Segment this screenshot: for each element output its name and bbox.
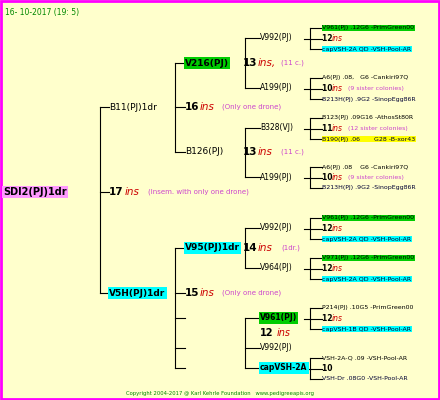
Text: B126(PJ): B126(PJ) (185, 148, 223, 156)
Text: capVSH-1B QD -VSH-Pool-AR: capVSH-1B QD -VSH-Pool-AR (322, 326, 411, 332)
Text: ins: ins (332, 84, 343, 93)
Text: 16: 16 (185, 102, 199, 112)
Text: 12: 12 (260, 328, 274, 338)
Text: V971(PJ) .12G6 -PrimGreen00: V971(PJ) .12G6 -PrimGreen00 (322, 256, 414, 260)
Text: capVSH-2A QD -VSH-Pool-AR: capVSH-2A QD -VSH-Pool-AR (322, 276, 411, 282)
Text: 12: 12 (322, 264, 335, 273)
Text: (11 c.): (11 c.) (281, 149, 304, 155)
Text: V5H(PJ)1dr: V5H(PJ)1dr (109, 288, 165, 298)
Text: ins: ins (125, 187, 140, 197)
Text: ins: ins (332, 124, 343, 133)
Text: ins: ins (332, 224, 343, 233)
Text: ins: ins (258, 147, 273, 157)
Text: ins: ins (332, 314, 343, 323)
Text: V961(PJ) .12G6 -PrimGreen00: V961(PJ) .12G6 -PrimGreen00 (322, 216, 414, 220)
Text: B328(VJ): B328(VJ) (260, 124, 293, 132)
Text: ins: ins (332, 264, 343, 273)
Text: V992(PJ): V992(PJ) (260, 224, 293, 232)
Text: V992(PJ): V992(PJ) (260, 34, 293, 42)
Text: VSH-2A-Q .09 -VSH-Pool-AR: VSH-2A-Q .09 -VSH-Pool-AR (322, 356, 407, 360)
Text: (1dr.): (1dr.) (281, 245, 300, 251)
Text: 10: 10 (322, 364, 335, 373)
Text: ins: ins (277, 328, 291, 338)
Text: ins: ins (258, 243, 273, 253)
Text: 16- 10-2017 (19: 5): 16- 10-2017 (19: 5) (5, 8, 79, 17)
Text: Copyright 2004-2017 @ Karl Kehrle Foundation   www.pedigreeapis.org: Copyright 2004-2017 @ Karl Kehrle Founda… (126, 391, 314, 396)
Text: 12: 12 (322, 34, 335, 43)
Text: B213H(PJ) .9G2 -SinopEgg86R: B213H(PJ) .9G2 -SinopEgg86R (322, 96, 416, 102)
Text: A199(PJ): A199(PJ) (260, 84, 293, 92)
Text: (9 sister colonies): (9 sister colonies) (344, 86, 404, 91)
Text: SDI2(PJ)1dr: SDI2(PJ)1dr (3, 187, 66, 197)
Text: V992(PJ): V992(PJ) (260, 344, 293, 352)
Text: A6(PJ) .08,   G6 -Cankiri97Q: A6(PJ) .08, G6 -Cankiri97Q (322, 76, 408, 80)
Text: (Only one drone): (Only one drone) (222, 290, 281, 296)
Text: (12 sister colonies): (12 sister colonies) (344, 126, 408, 131)
Text: ins,: ins, (258, 58, 276, 68)
Text: 13: 13 (243, 147, 257, 157)
Text: (9 sister colonies): (9 sister colonies) (344, 175, 404, 180)
Text: capVSH-2A QD -VSH-Pool-AR: capVSH-2A QD -VSH-Pool-AR (322, 46, 411, 52)
Text: V961(PJ) .12G6 -PrimGreen00: V961(PJ) .12G6 -PrimGreen00 (322, 26, 414, 30)
Text: 12: 12 (322, 224, 335, 233)
Text: B11(PJ)1dr: B11(PJ)1dr (109, 102, 157, 112)
Text: 13: 13 (243, 58, 257, 68)
Text: B190(PJ) .06       G28 -B-xor43: B190(PJ) .06 G28 -B-xor43 (322, 136, 415, 142)
Text: ins: ins (332, 34, 343, 43)
Text: (Insem. with only one drone): (Insem. with only one drone) (148, 189, 249, 195)
Text: 12: 12 (322, 314, 335, 323)
Text: V961(PJ): V961(PJ) (260, 314, 297, 322)
Text: P214(PJ) .10G5 -PrimGreen00: P214(PJ) .10G5 -PrimGreen00 (322, 306, 413, 310)
Text: A199(PJ): A199(PJ) (260, 172, 293, 182)
Text: VSH-Dr .08G0 -VSH-Pool-AR: VSH-Dr .08G0 -VSH-Pool-AR (322, 376, 407, 382)
Text: B123(PJ) .09G16 -AthosSt80R: B123(PJ) .09G16 -AthosSt80R (322, 116, 413, 120)
Text: 10: 10 (322, 84, 335, 93)
Text: capVSH-2A QD -VSH-Pool-AR: capVSH-2A QD -VSH-Pool-AR (322, 236, 411, 242)
Text: 17: 17 (109, 187, 124, 197)
Text: V216(PJ): V216(PJ) (185, 58, 229, 68)
Text: V95(PJ)1dr: V95(PJ)1dr (185, 244, 240, 252)
Text: V964(PJ): V964(PJ) (260, 264, 293, 272)
Text: capVSH-2A: capVSH-2A (260, 364, 308, 372)
Text: ins: ins (332, 173, 343, 182)
Text: (11 c.): (11 c.) (281, 60, 304, 66)
Text: ins: ins (200, 102, 215, 112)
Text: (Only one drone): (Only one drone) (222, 104, 281, 110)
Text: 10: 10 (322, 173, 335, 182)
Text: 15: 15 (185, 288, 199, 298)
Text: ins: ins (200, 288, 215, 298)
Text: 14: 14 (243, 243, 258, 253)
Text: A6(PJ) .08    G6 -Cankiri97Q: A6(PJ) .08 G6 -Cankiri97Q (322, 164, 408, 170)
Text: B213H(PJ) .9G2 -SinopEgg86R: B213H(PJ) .9G2 -SinopEgg86R (322, 186, 416, 190)
Text: 11: 11 (322, 124, 335, 133)
